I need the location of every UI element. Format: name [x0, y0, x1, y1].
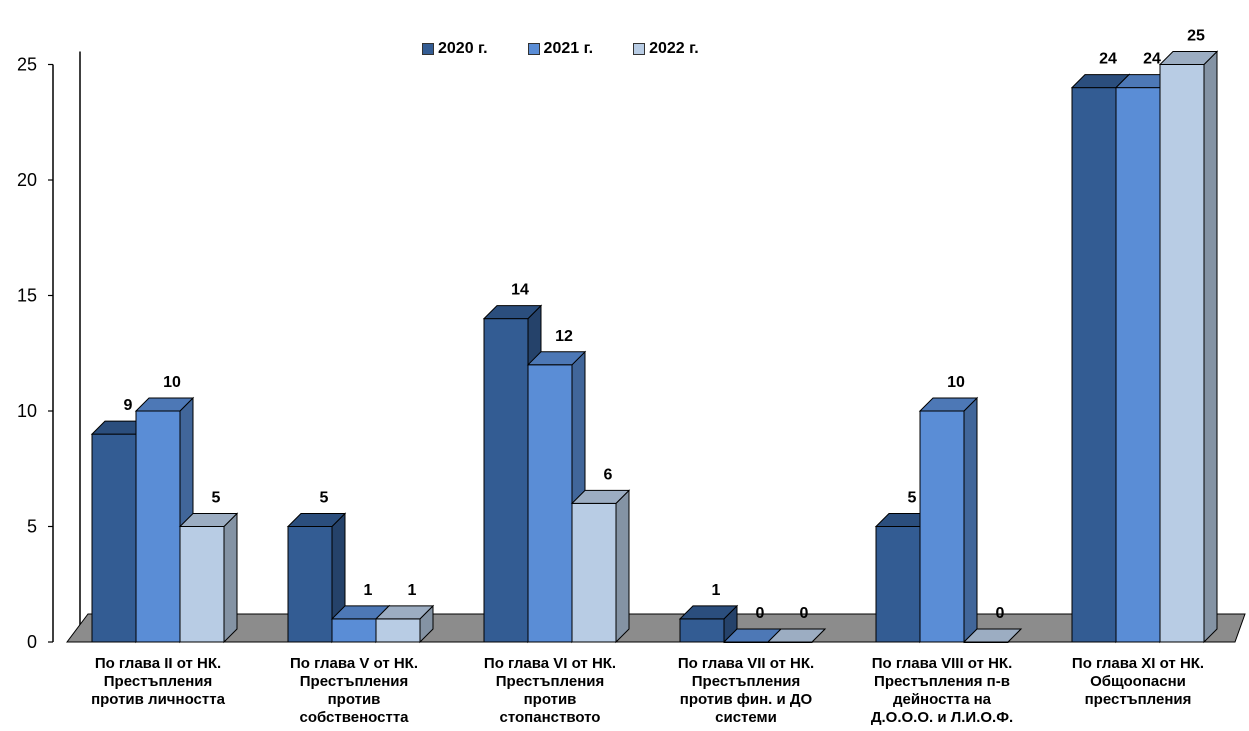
legend: 2020 г. 2021 г. 2022 г. [422, 40, 699, 58]
category-label-line: По глава VI от НК. [483, 655, 617, 672]
legend-swatch-2022 [633, 43, 646, 55]
bar-top-0-2 [482, 305, 543, 320]
data-label: 6 [604, 466, 613, 483]
data-label: 1 [408, 582, 417, 599]
bar-1-2 [527, 364, 573, 643]
y-tick-label: 20 [17, 170, 37, 190]
category-label-line: против [523, 691, 577, 708]
category-label-line: против [327, 691, 381, 708]
chart-floor [66, 613, 1246, 643]
bar-top-2-5 [1158, 51, 1219, 65]
bar-top-2-2 [570, 489, 631, 504]
bar-1-5 [1115, 87, 1161, 643]
category-label: По глава V от НК. Престъпления против собст… [261, 655, 447, 727]
category-label-line: Престъпления п-в [874, 673, 1010, 690]
category-label-line: Престъпления [495, 673, 605, 690]
data-label: 5 [320, 490, 329, 507]
category-label-line: престъпления [1084, 691, 1192, 708]
category-label: По глава XI от НК. Общоопасни престъпления [1045, 655, 1231, 709]
category-label-line: против личността [91, 691, 225, 708]
legend-label-2020: 2020 г. [438, 40, 488, 57]
bar-side-2-5 [1203, 50, 1218, 644]
category-label-line: дейността на [892, 691, 992, 708]
bar-0-1 [287, 526, 333, 643]
y-tick-label: 5 [27, 517, 37, 537]
data-label: 24 [1099, 51, 1117, 68]
data-label: 10 [163, 374, 181, 391]
bar-top-1-0 [134, 397, 195, 412]
bar-top-2-1 [374, 605, 435, 620]
bar-side-1-4 [963, 396, 978, 644]
y-tick-label: 25 [17, 55, 37, 75]
y-tick-label: 0 [27, 632, 37, 652]
data-label: 0 [756, 605, 765, 622]
bar-1-1 [331, 618, 377, 643]
data-label: 5 [212, 490, 221, 507]
category-label: По глава VII от НК. Престъпления против фи… [653, 655, 839, 727]
category-label-line: собствеността [299, 709, 409, 726]
bar-0-5 [1071, 87, 1117, 643]
legend-item-2022: 2022 г. [633, 40, 699, 58]
bar-0-0 [91, 433, 137, 643]
legend-label-2022: 2022 г. [649, 40, 699, 57]
bar-0-3 [679, 618, 725, 643]
category-label: По глава II от НК. Престъпления против лич… [65, 655, 251, 709]
category-label-line: По глава II от НК. [94, 655, 222, 672]
data-label: 0 [996, 605, 1005, 622]
category-label-line: Престъпления [103, 673, 213, 690]
bar-top-2-4 [962, 628, 1023, 643]
category-label: По глава VI от НК. Престъпления против стоп… [457, 655, 643, 727]
bar-0-4 [875, 526, 921, 643]
y-tick-label: 15 [17, 286, 37, 306]
bar-top-2-3 [766, 628, 827, 643]
legend-swatch-2021 [527, 43, 540, 55]
legend-item-2021: 2021 г. [527, 40, 594, 58]
legend-swatch-2020 [422, 43, 434, 55]
data-label: 9 [124, 397, 133, 414]
category-label-line: По глава VII от НК. [677, 655, 815, 672]
data-label: 1 [364, 582, 373, 599]
bar-2-2 [571, 502, 617, 643]
data-label: 10 [947, 374, 965, 391]
category-label-line: против фин. и ДО [679, 691, 813, 708]
category-label: По глава VIII от НК. Престъпления п-в дейн… [849, 655, 1035, 727]
category-label-line: По глава V от НК. [289, 655, 419, 672]
bar-2-0 [179, 526, 225, 643]
category-label-line: Престъпления [691, 673, 801, 690]
category-label-line: По глава VIII от НК. [871, 655, 1013, 672]
category-label-line: стопанството [499, 709, 601, 726]
bar-1-4 [919, 410, 965, 643]
data-label: 24 [1143, 51, 1161, 68]
bar-top-2-0 [178, 513, 239, 527]
bar-1-0 [135, 410, 181, 643]
category-label-line: Общоопасни [1090, 673, 1186, 690]
data-label: 25 [1187, 28, 1205, 45]
category-label-line: По глава XI от НК. [1071, 655, 1205, 672]
legend-label-2021: 2021 г. [543, 40, 594, 57]
data-label: 14 [511, 282, 529, 299]
data-label: 5 [908, 490, 917, 507]
bar-side-2-0 [223, 512, 238, 644]
bar-2-1 [375, 618, 421, 643]
data-label: 0 [800, 605, 809, 622]
category-label-line: Престъпления [299, 673, 409, 690]
data-label: 12 [555, 328, 573, 345]
data-label: 1 [712, 582, 721, 599]
bar-top-0-3 [678, 605, 739, 620]
bar-side-2-2 [615, 489, 630, 644]
bar-top-0-1 [286, 513, 347, 527]
bar-0-2 [483, 318, 529, 643]
bar-2-5 [1159, 64, 1205, 643]
y-tick-label: 10 [17, 401, 37, 421]
bar-top-1-2 [526, 351, 587, 366]
bar-top-1-4 [918, 397, 979, 412]
category-label-line: системи [715, 709, 777, 726]
category-label-line: Д.О.О.О. и Л.И.О.Ф. [870, 709, 1014, 726]
legend-item-2020: 2020 г. [422, 40, 488, 58]
